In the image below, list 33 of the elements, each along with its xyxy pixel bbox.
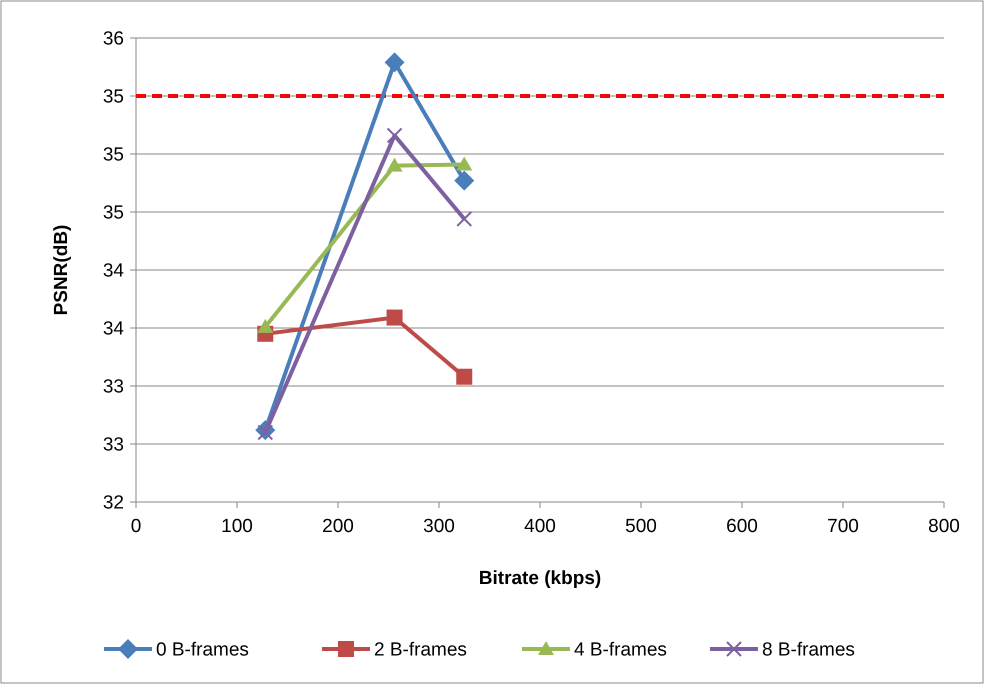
point <box>386 310 403 326</box>
legend-label: 8 B-frames <box>762 640 855 661</box>
x-tick-label: 100 <box>221 516 253 537</box>
point <box>454 170 474 191</box>
y-tick-label: 35 <box>102 202 124 224</box>
legend-label: 4 B-frames <box>574 640 667 661</box>
point <box>456 156 472 170</box>
point <box>456 210 472 227</box>
point <box>386 158 403 172</box>
point <box>384 52 405 72</box>
y-tick-label: 34 <box>102 318 124 340</box>
point <box>456 368 472 385</box>
y-tick-label: 34 <box>102 260 124 282</box>
y-tick-label: 35 <box>102 144 124 166</box>
point <box>386 127 403 144</box>
x-axis-title: Bitrate (kbps) <box>478 568 602 589</box>
y-tick-label: 35 <box>102 86 124 108</box>
x-tick-label: 600 <box>726 516 758 537</box>
y-axis-title: PSNR(dB) <box>51 224 72 316</box>
x-tick-label: 800 <box>928 516 960 537</box>
y-tick-label: 33 <box>102 376 124 398</box>
y-tick-label: 33 <box>102 434 124 456</box>
point <box>257 318 274 333</box>
x-tick-label: 400 <box>524 516 556 537</box>
x-tick-label: 500 <box>625 516 657 537</box>
x-tick-label: 0 <box>130 516 142 537</box>
x-tick-label: 200 <box>322 516 354 537</box>
y-tick-label: 36 <box>102 28 124 50</box>
y-tick-label: 32 <box>102 492 124 514</box>
x-tick-label: 700 <box>827 516 859 537</box>
legend-label: 2 B-frames <box>374 640 467 661</box>
x-tick-label: 300 <box>423 516 455 537</box>
legend-label: 0 B-frames <box>156 640 249 661</box>
